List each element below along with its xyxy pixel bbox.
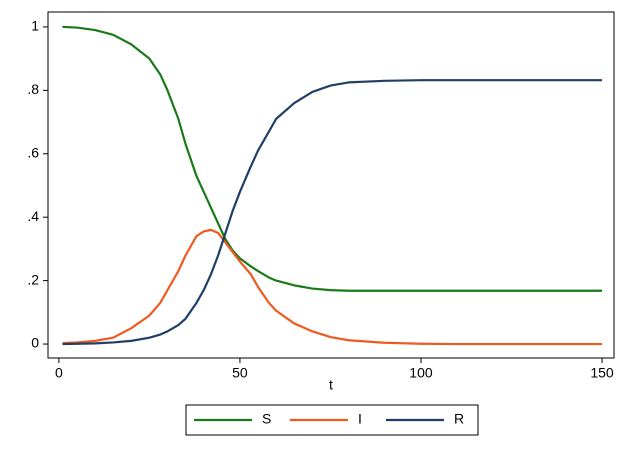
- plot-frame: [47, 11, 615, 359]
- x-axis-label: t: [329, 377, 333, 393]
- x-tick-label: 150: [590, 365, 614, 381]
- legend-label: R: [454, 411, 464, 427]
- y-tick-label: 1: [31, 18, 39, 34]
- x-tick-label: 50: [232, 365, 248, 381]
- legend-label: S: [262, 411, 271, 427]
- series-line: [62, 79, 603, 346]
- legend-box: [185, 404, 479, 436]
- series-line: [62, 25, 603, 292]
- x-tick-label: 100: [409, 365, 433, 381]
- y-tick-label: .6: [27, 144, 39, 160]
- series-line: [62, 228, 603, 346]
- legend-label: I: [358, 411, 362, 427]
- y-tick-label: .8: [27, 81, 39, 97]
- y-tick-label: .2: [27, 271, 39, 287]
- y-tick-label: 0: [31, 335, 39, 351]
- y-tick-label: .4: [27, 208, 39, 224]
- x-tick-label: 0: [55, 365, 63, 381]
